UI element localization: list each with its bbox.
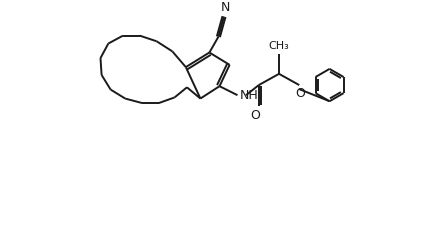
Text: CH₃: CH₃ <box>269 41 289 51</box>
Text: O: O <box>295 87 305 100</box>
Text: NH: NH <box>239 89 258 102</box>
Text: O: O <box>250 109 260 122</box>
Text: N: N <box>220 1 230 14</box>
